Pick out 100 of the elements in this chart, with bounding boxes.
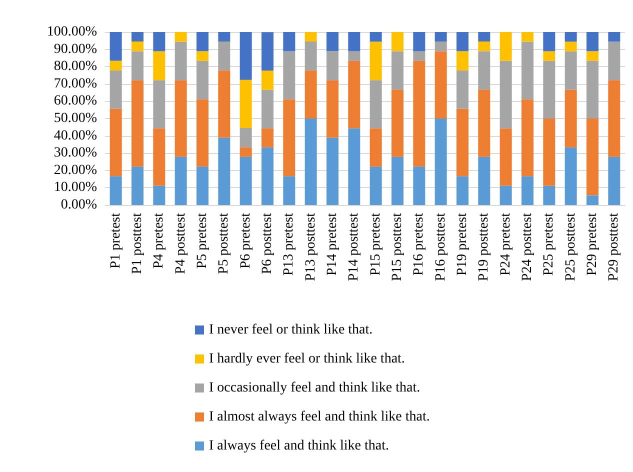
bar — [478, 32, 490, 42]
x-tick-label: P15 pretest — [368, 212, 384, 276]
bar — [456, 70, 468, 109]
y-tick-label: 70.00% — [54, 76, 98, 92]
bar — [586, 32, 598, 52]
bar — [522, 99, 534, 176]
bar — [348, 51, 360, 61]
y-tick-label: 90.00% — [54, 42, 98, 57]
bar — [110, 176, 122, 205]
bar — [262, 70, 274, 90]
x-tick-label: P25 posttest — [563, 212, 578, 282]
bar — [500, 186, 512, 205]
y-tick-label: 60.00% — [54, 94, 98, 109]
bar — [283, 99, 296, 176]
bar — [456, 108, 468, 176]
bar — [174, 42, 187, 80]
bar — [326, 32, 338, 52]
bar — [586, 60, 598, 118]
bar — [304, 42, 317, 70]
bar — [153, 80, 166, 128]
bar — [392, 156, 404, 205]
bar — [478, 42, 490, 52]
bar — [478, 51, 490, 90]
x-tick-label: P6 pretest — [238, 212, 254, 269]
x-tick-label: P4 pretest — [152, 212, 167, 269]
bar — [240, 32, 252, 80]
bar — [522, 32, 534, 42]
bar — [240, 128, 252, 148]
bar — [110, 108, 122, 176]
x-tick-label: P24 pretest — [498, 212, 514, 276]
bar — [132, 80, 144, 167]
bar — [132, 51, 144, 80]
bar — [370, 166, 382, 205]
bar — [608, 80, 620, 157]
bar — [348, 60, 360, 128]
bar — [283, 176, 296, 205]
bar — [522, 42, 534, 100]
x-tick-label: P15 posttest — [390, 212, 405, 282]
y-tick-label: 20.00% — [54, 162, 98, 178]
bar — [132, 42, 144, 52]
legend-label: I hardly ever feel or think like that. — [209, 352, 405, 366]
bar — [326, 80, 338, 138]
bar — [262, 90, 274, 128]
y-tick-label: 80.00% — [54, 59, 98, 74]
bar — [240, 156, 252, 205]
bar — [240, 80, 252, 128]
bar — [522, 176, 534, 205]
bar — [413, 166, 426, 205]
bar — [564, 32, 577, 42]
x-tick-label: P13 posttest — [303, 212, 318, 282]
bar — [348, 32, 360, 52]
bar — [543, 51, 556, 61]
x-tick-label: P24 posttest — [520, 212, 535, 282]
bar — [608, 42, 620, 80]
x-tick-label: P4 posttest — [173, 212, 188, 274]
bar — [478, 156, 490, 205]
bar — [392, 90, 404, 157]
bar — [196, 51, 208, 61]
bar — [608, 32, 620, 42]
bar — [174, 80, 187, 157]
legend-label: I almost always feel and think like that. — [209, 410, 430, 424]
bar — [326, 138, 338, 205]
bar — [543, 60, 556, 118]
bar — [413, 32, 426, 52]
bar — [304, 32, 317, 42]
y-tick-label: 30.00% — [54, 146, 98, 161]
bar — [132, 166, 144, 205]
bar — [218, 70, 230, 138]
bar — [196, 166, 208, 205]
x-tick-label: P13 pretest — [282, 212, 297, 276]
bar — [434, 32, 447, 42]
bar — [153, 51, 166, 80]
bar — [543, 186, 556, 205]
bar — [564, 51, 577, 90]
bar — [370, 32, 382, 42]
bar — [110, 32, 122, 61]
bar — [110, 60, 122, 70]
bar — [110, 70, 122, 109]
bar — [196, 32, 208, 52]
bar — [564, 42, 577, 52]
bar — [500, 128, 512, 186]
bar — [218, 138, 230, 205]
bar — [392, 32, 404, 52]
legend-label: I occasionally feel and think like that. — [209, 380, 420, 396]
bar — [413, 60, 426, 167]
x-tick-label: P1 posttest — [130, 212, 145, 274]
legend-label: I never feel or think like that. — [209, 322, 373, 338]
bar — [500, 32, 512, 61]
bar — [174, 32, 187, 42]
bar — [132, 32, 144, 42]
bar — [608, 156, 620, 205]
bar — [413, 51, 426, 61]
x-tick-label: P25 pretest — [542, 212, 557, 276]
bar — [304, 70, 317, 118]
bar — [434, 42, 447, 52]
bar — [434, 118, 447, 205]
x-tick-label: P29 pretest — [585, 212, 600, 276]
bar — [153, 128, 166, 186]
bar — [262, 128, 274, 148]
bar — [478, 90, 490, 157]
